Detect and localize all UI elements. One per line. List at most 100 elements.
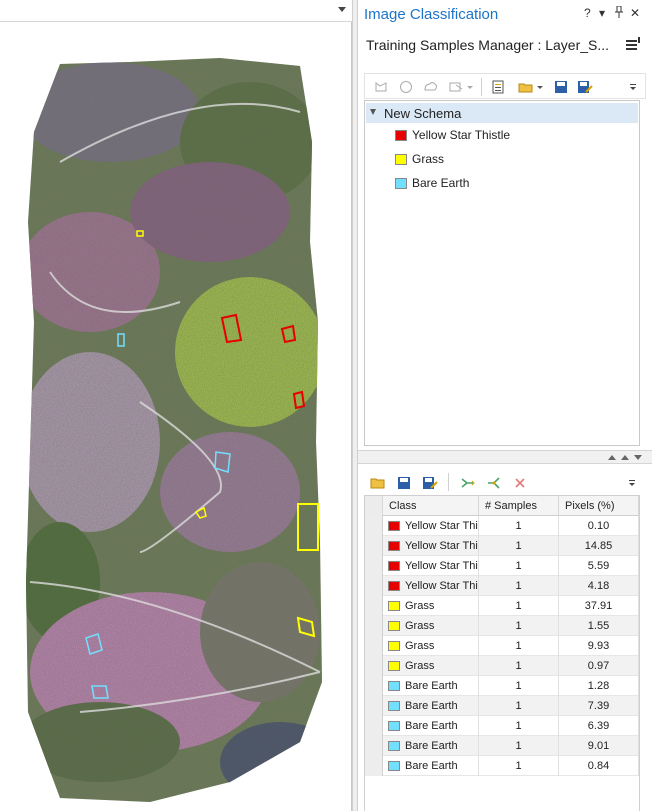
pane-splitter[interactable] — [352, 0, 358, 811]
table-row[interactable]: Bare Earth 1 9.01 — [365, 736, 639, 756]
sample-yellow-star-thistle[interactable] — [292, 390, 306, 410]
column-header-class[interactable]: Class — [383, 496, 479, 516]
sample-grass[interactable] — [297, 503, 319, 551]
row-selector[interactable] — [365, 556, 383, 576]
cell-class[interactable]: Bare Earth — [383, 716, 479, 736]
map-options-icon[interactable] — [338, 7, 346, 12]
create-schema-icon[interactable] — [488, 77, 508, 97]
expand-up-icon[interactable] — [608, 455, 616, 460]
cell-samples[interactable]: 1 — [479, 656, 559, 676]
cell-pixels[interactable]: 0.10 — [559, 516, 639, 536]
cell-class[interactable]: Grass — [383, 616, 479, 636]
table-row[interactable]: Grass 1 37.91 — [365, 596, 639, 616]
cell-samples[interactable]: 1 — [479, 536, 559, 556]
row-selector[interactable] — [365, 576, 383, 596]
cell-pixels[interactable]: 9.01 — [559, 736, 639, 756]
circle-icon[interactable] — [396, 77, 416, 97]
table-row[interactable]: Yellow Star Thistle14.18 — [365, 576, 639, 596]
cell-class[interactable]: Grass — [383, 636, 479, 656]
row-selector[interactable] — [365, 616, 383, 636]
cell-class[interactable]: Bare Earth — [383, 676, 479, 696]
orthomosaic-image[interactable] — [0, 22, 352, 811]
save-as-icon[interactable] — [420, 473, 440, 493]
cell-samples[interactable]: 1 — [479, 716, 559, 736]
column-header-samples[interactable]: # Samples — [479, 496, 559, 516]
toolbar-overflow-icon[interactable] — [626, 473, 638, 493]
cell-pixels[interactable]: 1.28 — [559, 676, 639, 696]
row-selector[interactable] — [365, 636, 383, 656]
cell-class[interactable]: Yellow Star Thistle — [383, 556, 479, 576]
row-selector[interactable] — [365, 656, 383, 676]
cell-class[interactable]: Bare Earth — [383, 696, 479, 716]
help-icon[interactable]: ? — [584, 6, 591, 20]
cell-pixels[interactable]: 9.93 — [559, 636, 639, 656]
cell-pixels[interactable]: 14.85 — [559, 536, 639, 556]
row-selector[interactable] — [365, 516, 383, 536]
table-row[interactable]: Yellow Star Thistle10.10 — [365, 516, 639, 536]
row-selector[interactable] — [365, 716, 383, 736]
toolbar-overflow-icon[interactable] — [627, 77, 639, 97]
cell-samples[interactable]: 1 — [479, 696, 559, 716]
open-folder-icon[interactable] — [516, 77, 546, 97]
sample-grass[interactable] — [136, 230, 144, 237]
cell-pixels[interactable]: 1.55 — [559, 616, 639, 636]
cell-class[interactable]: Yellow Star Thistle — [383, 576, 479, 596]
sample-grass[interactable] — [296, 616, 316, 638]
cell-pixels[interactable]: 0.84 — [559, 756, 639, 776]
cell-pixels[interactable]: 0.97 — [559, 656, 639, 676]
cell-pixels[interactable]: 6.39 — [559, 716, 639, 736]
cell-class[interactable]: Bare Earth — [383, 756, 479, 776]
cell-class[interactable]: Yellow Star Thistle — [383, 536, 479, 556]
row-selector[interactable] — [365, 736, 383, 756]
collapse-caret-icon[interactable] — [370, 109, 376, 115]
table-row[interactable]: Yellow Star Thistle15.59 — [365, 556, 639, 576]
table-row[interactable]: Grass 1 0.97 — [365, 656, 639, 676]
cell-samples[interactable]: 1 — [479, 756, 559, 776]
map-view[interactable] — [0, 0, 352, 811]
open-folder-icon[interactable] — [368, 473, 388, 493]
cell-samples[interactable]: 1 — [479, 516, 559, 536]
cell-class[interactable]: Grass — [383, 656, 479, 676]
collapse-down-icon[interactable] — [634, 455, 642, 460]
sample-yellow-star-thistle[interactable] — [220, 313, 243, 344]
sample-bare-earth[interactable] — [117, 333, 125, 347]
close-icon[interactable]: ✕ — [630, 6, 641, 20]
split-icon[interactable] — [484, 473, 504, 493]
table-row[interactable]: Bare Earth 1 7.39 — [365, 696, 639, 716]
tree-class-grass[interactable]: Grass — [395, 151, 595, 169]
delete-icon[interactable] — [510, 473, 530, 493]
section-splitter[interactable] — [358, 450, 652, 464]
row-selector[interactable] — [365, 596, 383, 616]
cell-samples[interactable]: 1 — [479, 576, 559, 596]
tree-schema-row[interactable]: New Schema — [366, 103, 638, 123]
sample-bare-earth[interactable] — [214, 451, 231, 473]
cell-class[interactable]: Grass — [383, 596, 479, 616]
merge-icon[interactable] — [458, 473, 478, 493]
save-icon[interactable] — [551, 77, 571, 97]
row-selector[interactable] — [365, 696, 383, 716]
pin-icon[interactable] — [614, 5, 624, 21]
cell-samples[interactable]: 1 — [479, 556, 559, 576]
cell-samples[interactable]: 1 — [479, 636, 559, 656]
sample-grass[interactable] — [194, 506, 207, 519]
sample-yellow-star-thistle[interactable] — [280, 324, 297, 344]
cell-samples[interactable]: 1 — [479, 596, 559, 616]
table-row[interactable]: Yellow Star Thistle114.85 — [365, 536, 639, 556]
freehand-icon[interactable] — [447, 77, 477, 97]
sample-bare-earth[interactable] — [91, 685, 109, 699]
row-selector-header[interactable] — [365, 496, 383, 516]
save-icon[interactable] — [394, 473, 414, 493]
expand-up-icon[interactable] — [621, 455, 629, 460]
polygon-icon[interactable] — [421, 77, 441, 97]
tree-class-yellow-star-thistle[interactable]: Yellow Star Thistle — [395, 127, 595, 145]
pane-menu-icon[interactable]: ▾ — [599, 6, 606, 20]
tree-class-bare-earth[interactable]: Bare Earth — [395, 175, 595, 193]
cell-samples[interactable]: 1 — [479, 736, 559, 756]
column-header-pixels[interactable]: Pixels (%) — [559, 496, 639, 516]
cell-pixels[interactable]: 5.59 — [559, 556, 639, 576]
cell-pixels[interactable]: 4.18 — [559, 576, 639, 596]
table-row[interactable]: Bare Earth 1 1.28 — [365, 676, 639, 696]
save-as-icon[interactable] — [575, 77, 595, 97]
cell-class[interactable]: Bare Earth — [383, 736, 479, 756]
cell-pixels[interactable]: 37.91 — [559, 596, 639, 616]
